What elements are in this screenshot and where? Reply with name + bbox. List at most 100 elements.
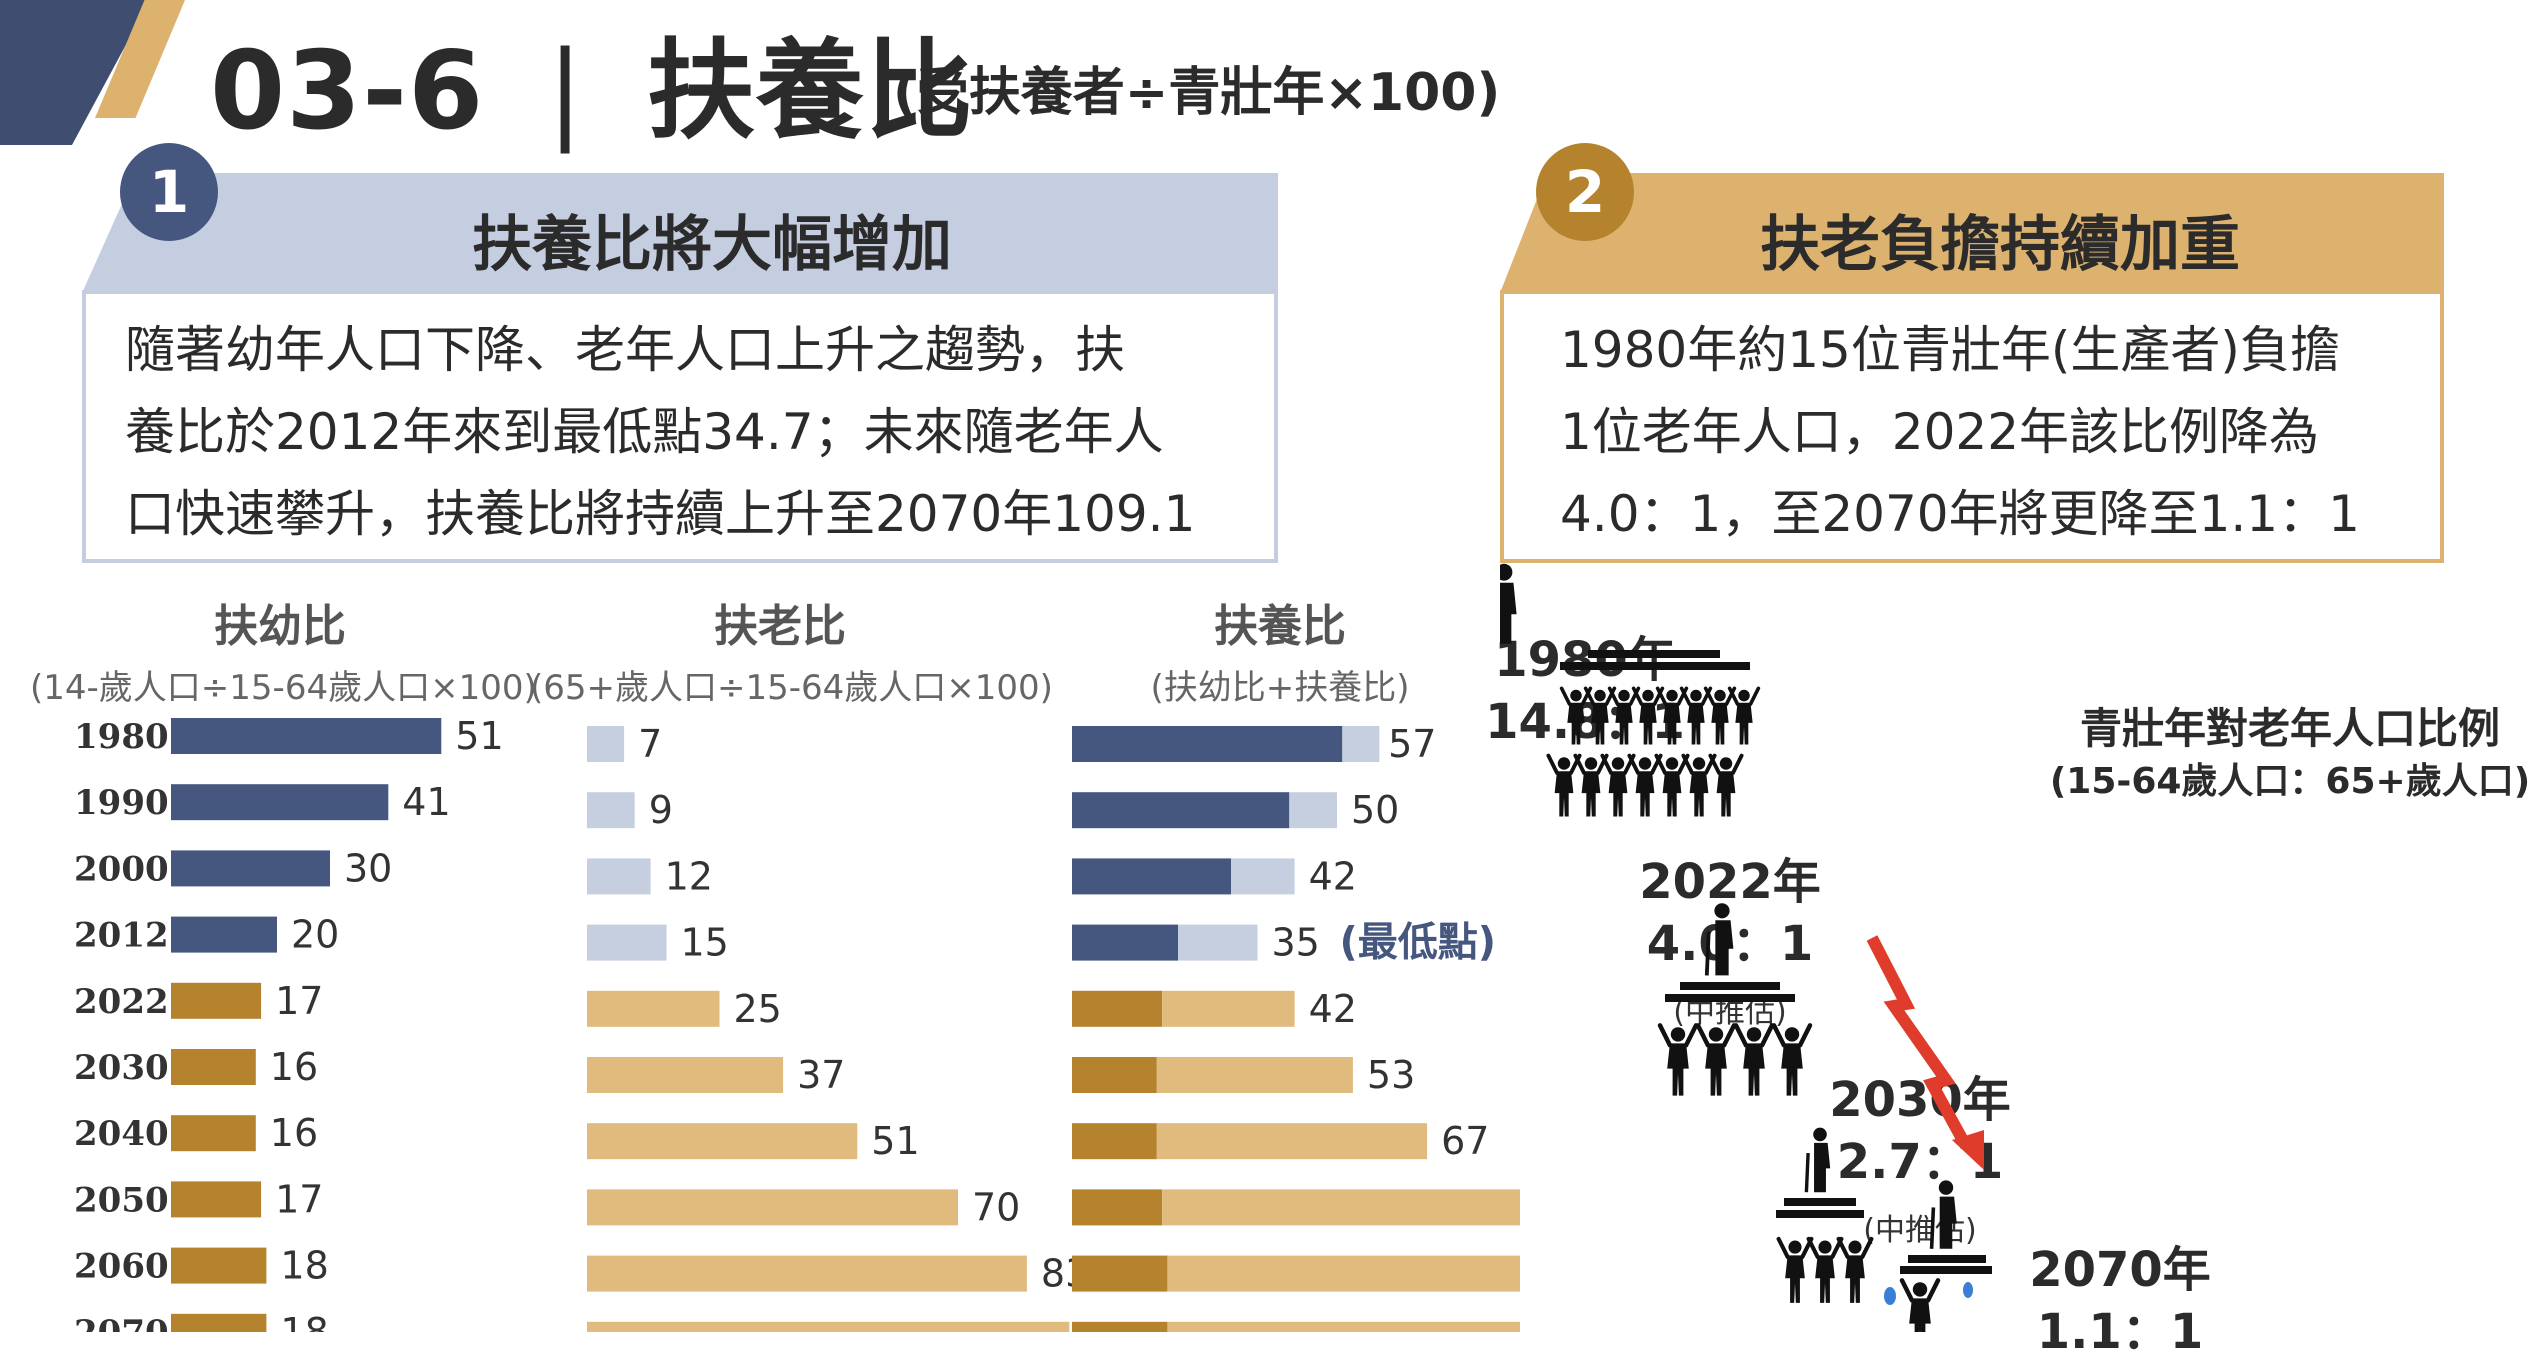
- youth-bar: [171, 916, 277, 953]
- total-value-label: 50: [1351, 788, 1399, 832]
- total-elderly-segment: [1162, 1189, 1520, 1226]
- ratio-2070-year: 2070年: [2029, 1242, 2211, 1298]
- panel2-header: [1500, 173, 2444, 293]
- elder-icon: [1804, 1127, 1831, 1193]
- ratio-legend-subtitle: (15-64歲人口：65+歲人口): [2049, 761, 2531, 802]
- total-value-label: 35: [1272, 921, 1320, 965]
- youth-bar: [171, 718, 442, 754]
- year-tick-label: 2022: [74, 982, 169, 1022]
- youth-bar: [171, 1247, 267, 1284]
- person-icon: [1657, 1023, 1699, 1096]
- year-tick-label: 2070: [74, 1313, 169, 1332]
- total-elderly-segment: [1342, 726, 1380, 762]
- plank-bar: [1588, 650, 1720, 658]
- panel2-body: [1500, 290, 2444, 563]
- year-tick-label: 1990: [74, 783, 169, 823]
- person-icon: [1654, 753, 1690, 817]
- person-icon: [1627, 753, 1663, 817]
- chart3-title: 扶養比: [1214, 601, 1346, 652]
- person-icon: [1573, 753, 1609, 817]
- plank-bar: [1776, 1210, 1864, 1218]
- year-tick-label: 1980: [74, 717, 169, 757]
- total-youth-segment: [1072, 1255, 1168, 1292]
- title-separator: |: [546, 29, 585, 154]
- total-youth-segment: [1072, 1189, 1163, 1226]
- person-icon: [1708, 753, 1744, 817]
- panel1-line: 養比於2012年來到最低點34.7；未來隨老年人: [125, 403, 1164, 461]
- youth-value-label: 30: [344, 846, 392, 890]
- total-youth-segment: [1072, 990, 1163, 1027]
- year-tick-label: 2012: [74, 916, 169, 956]
- total-value-label: 67: [1441, 1119, 1489, 1163]
- ratio-legend-title: 青壯年對老年人口比例: [2079, 704, 2500, 753]
- people-pyramid-illustration: [1500, 563, 1992, 1332]
- ratio-2030-year: 2030年: [1829, 1072, 2011, 1128]
- youth-value-label: 17: [275, 1177, 323, 1221]
- person-icon: [1583, 686, 1617, 745]
- person-icon: [1733, 1023, 1775, 1096]
- youth-value-label: 16: [270, 1045, 318, 1089]
- youth-value-label: 16: [270, 1111, 318, 1155]
- person-icon: [1655, 686, 1689, 745]
- year-tick-label: 2040: [74, 1114, 169, 1154]
- chart3-subtitle: (扶幼比+扶養比): [1150, 668, 1410, 708]
- plank-bar: [1900, 1266, 1992, 1274]
- youth-bar: [171, 982, 262, 1019]
- panel1-line: 口快速攀升，扶養比將持續上升至2070年109.1: [125, 485, 1196, 543]
- plank-bar: [1560, 662, 1750, 670]
- year-tick-label: 2000: [74, 849, 169, 889]
- plank-bar: [1908, 1255, 1986, 1263]
- elderly-value-label: 70: [972, 1185, 1020, 1229]
- decline-arrow: [1866, 935, 1972, 1149]
- elder-icon: [1500, 563, 1517, 644]
- person-icon: [1631, 686, 1665, 745]
- ratio-2022-year: 2022年: [1639, 854, 1821, 910]
- total-elderly-segment: [1231, 858, 1295, 895]
- total-value-label: 57: [1388, 722, 1436, 766]
- chart1-subtitle: (14-歲人口÷15-64歲人口×100): [30, 668, 537, 708]
- person-icon: [1771, 1023, 1813, 1096]
- section-number: 03-6: [210, 29, 485, 154]
- person-icon: [1607, 686, 1641, 745]
- panel2-line: 1980年約15位青壯年(生產者)負擔: [1560, 321, 2340, 379]
- elder-icon: [1929, 1180, 1957, 1249]
- year-tick-label: 2060: [74, 1247, 169, 1287]
- panel1-body: [82, 290, 1278, 563]
- elderly-value-label: 25: [734, 987, 782, 1031]
- page-subtitle: (受扶養者÷青壯年×100): [893, 63, 1501, 123]
- youth-bar: [171, 784, 389, 821]
- panel1-text: 隨著幼年人口下降、老年人口上升之趨勢，扶 養比於2012年來到最低點34.7；未…: [125, 309, 1195, 555]
- elderly-bar: [587, 1123, 858, 1160]
- plank-bar: [1680, 982, 1780, 990]
- chart1-title: 扶幼比: [214, 601, 346, 652]
- total-youth-segment: [1072, 924, 1178, 961]
- elderly-bar: [587, 990, 720, 1027]
- elderly-bar: [587, 858, 651, 895]
- elderly-value-label: 9: [649, 788, 673, 832]
- total-value-label: 53: [1367, 1053, 1415, 1097]
- elderly-bar: [587, 1189, 958, 1226]
- elderly-bar: [587, 726, 625, 762]
- plank-bar: [1665, 994, 1795, 1002]
- total-elderly-segment: [1178, 924, 1258, 961]
- elderly-bar: [587, 1057, 784, 1093]
- decline-arrow-head: [1952, 1130, 1984, 1170]
- person-icon: [1681, 753, 1717, 817]
- year-tick-label: 2030: [74, 1048, 169, 1088]
- elderly-bar: [587, 1321, 1070, 1332]
- person-icon: [1776, 1236, 1814, 1303]
- elderly-value-label: 12: [665, 854, 713, 898]
- person-icon: [1836, 1236, 1874, 1303]
- panel2-text: 1980年約15位青壯年(生產者)負擔 1位老年人口，2022年該比例降為 4.…: [1560, 309, 2360, 555]
- ratio-2030-note: (中推估): [1863, 1213, 1977, 1248]
- person-icon: [1546, 753, 1582, 817]
- person-icon: [1703, 686, 1737, 745]
- title-text: 扶養比: [646, 29, 974, 154]
- youth-value-label: 18: [280, 1310, 328, 1332]
- elderly-value-label: 51: [871, 1119, 919, 1163]
- lowest-point-annotation: (最低點): [1340, 920, 1497, 966]
- total-youth-segment: [1072, 858, 1231, 895]
- chart2-title: 扶老比: [714, 601, 846, 652]
- total-elderly-segment: [1167, 1255, 1520, 1292]
- elderly-value-label: 37: [797, 1053, 845, 1097]
